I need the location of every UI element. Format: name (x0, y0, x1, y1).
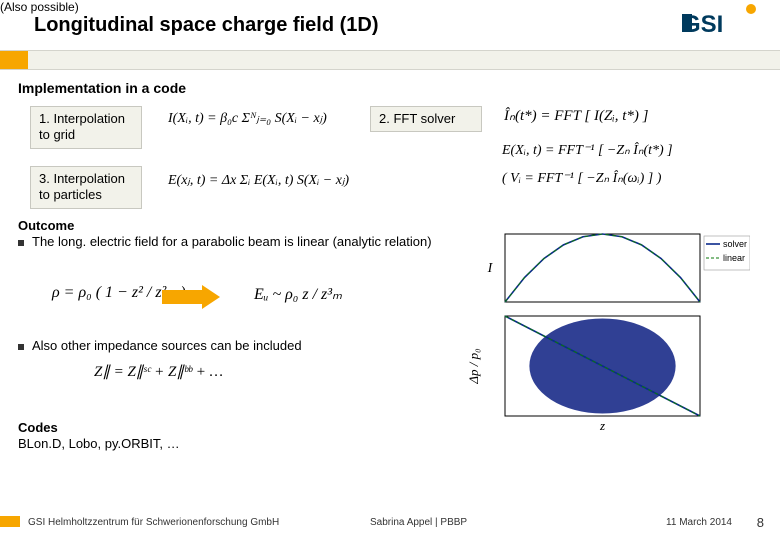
svg-text:GSI: GSI (682, 11, 723, 38)
beam-chart: IΔp / p₀zsolverlinear (460, 224, 750, 432)
outcome-bullet-2: Also other impedance sources can be incl… (18, 338, 302, 353)
codes-list: BLon.D, Lobo, py.ORBIT, … (18, 436, 180, 451)
svg-text:z: z (599, 418, 605, 432)
formula-interp-particles: E(xⱼ, t) = Δx Σᵢ E(Xᵢ, t) S(Xᵢ − xⱼ) (168, 172, 349, 189)
footer-author: Sabrina Appel | PBBP (370, 517, 467, 528)
footer-accent (0, 516, 20, 527)
formula-interp-grid: I(Xᵢ, t) = β₀c Σᴺⱼ₌₀ S(Xᵢ − xⱼ) (168, 110, 327, 127)
footer: GSI Helmholtzzentrum für Schwerionenfors… (0, 512, 780, 534)
footer-page-number: 8 (757, 515, 764, 530)
svg-text:linear: linear (723, 253, 745, 263)
gsi-logo: GSI (682, 8, 758, 38)
formula-ez: Eᵤ ~ ρ₀ z / z³ₘ (254, 284, 342, 304)
outcome-heading: Outcome (18, 218, 74, 233)
section-heading: Implementation in a code (18, 80, 186, 96)
footer-org: GSI Helmholtzzentrum für Schwerionenfors… (28, 517, 279, 528)
formula-fft-forward: Îₙ(t*) = FFT [ I(Zᵢ, t*) ] (504, 106, 648, 125)
outcome-bullet-1-text: The long. electric field for a parabolic… (32, 234, 432, 249)
step-box-3: 3. Interpolation to particles (30, 166, 142, 209)
formula-fft-inverse: E(Xᵢ, t) = FFT⁻¹ [ −Zₙ Îₙ(t*) ] (502, 142, 673, 159)
footer-date: 11 March 2014 (666, 517, 732, 528)
outcome-bullet-1: The long. electric field for a parabolic… (18, 234, 438, 251)
formula-impedance: Z∥ = Z∥ˢᶜ + Z∥ᵇᵇ + … (94, 362, 223, 381)
also-possible-note: (Also possible) (0, 0, 780, 14)
header-divider (0, 50, 780, 70)
step-box-2: 2. FFT solver (370, 106, 482, 132)
arrow-icon (162, 286, 222, 308)
formula-fft-alt: ( Vᵢ = FFT⁻¹ [ −Zₙ Îₙ(ωᵢ) ] ) (502, 170, 661, 187)
page-title: Longitudinal space charge field (1D) (34, 14, 379, 37)
svg-text:solver: solver (723, 239, 747, 249)
svg-text:Δp / p₀: Δp / p₀ (466, 348, 481, 384)
codes-heading: Codes (18, 420, 58, 435)
outcome-bullet-2-text: Also other impedance sources can be incl… (32, 338, 302, 353)
step-box-1: 1. Interpolation to grid (30, 106, 142, 149)
